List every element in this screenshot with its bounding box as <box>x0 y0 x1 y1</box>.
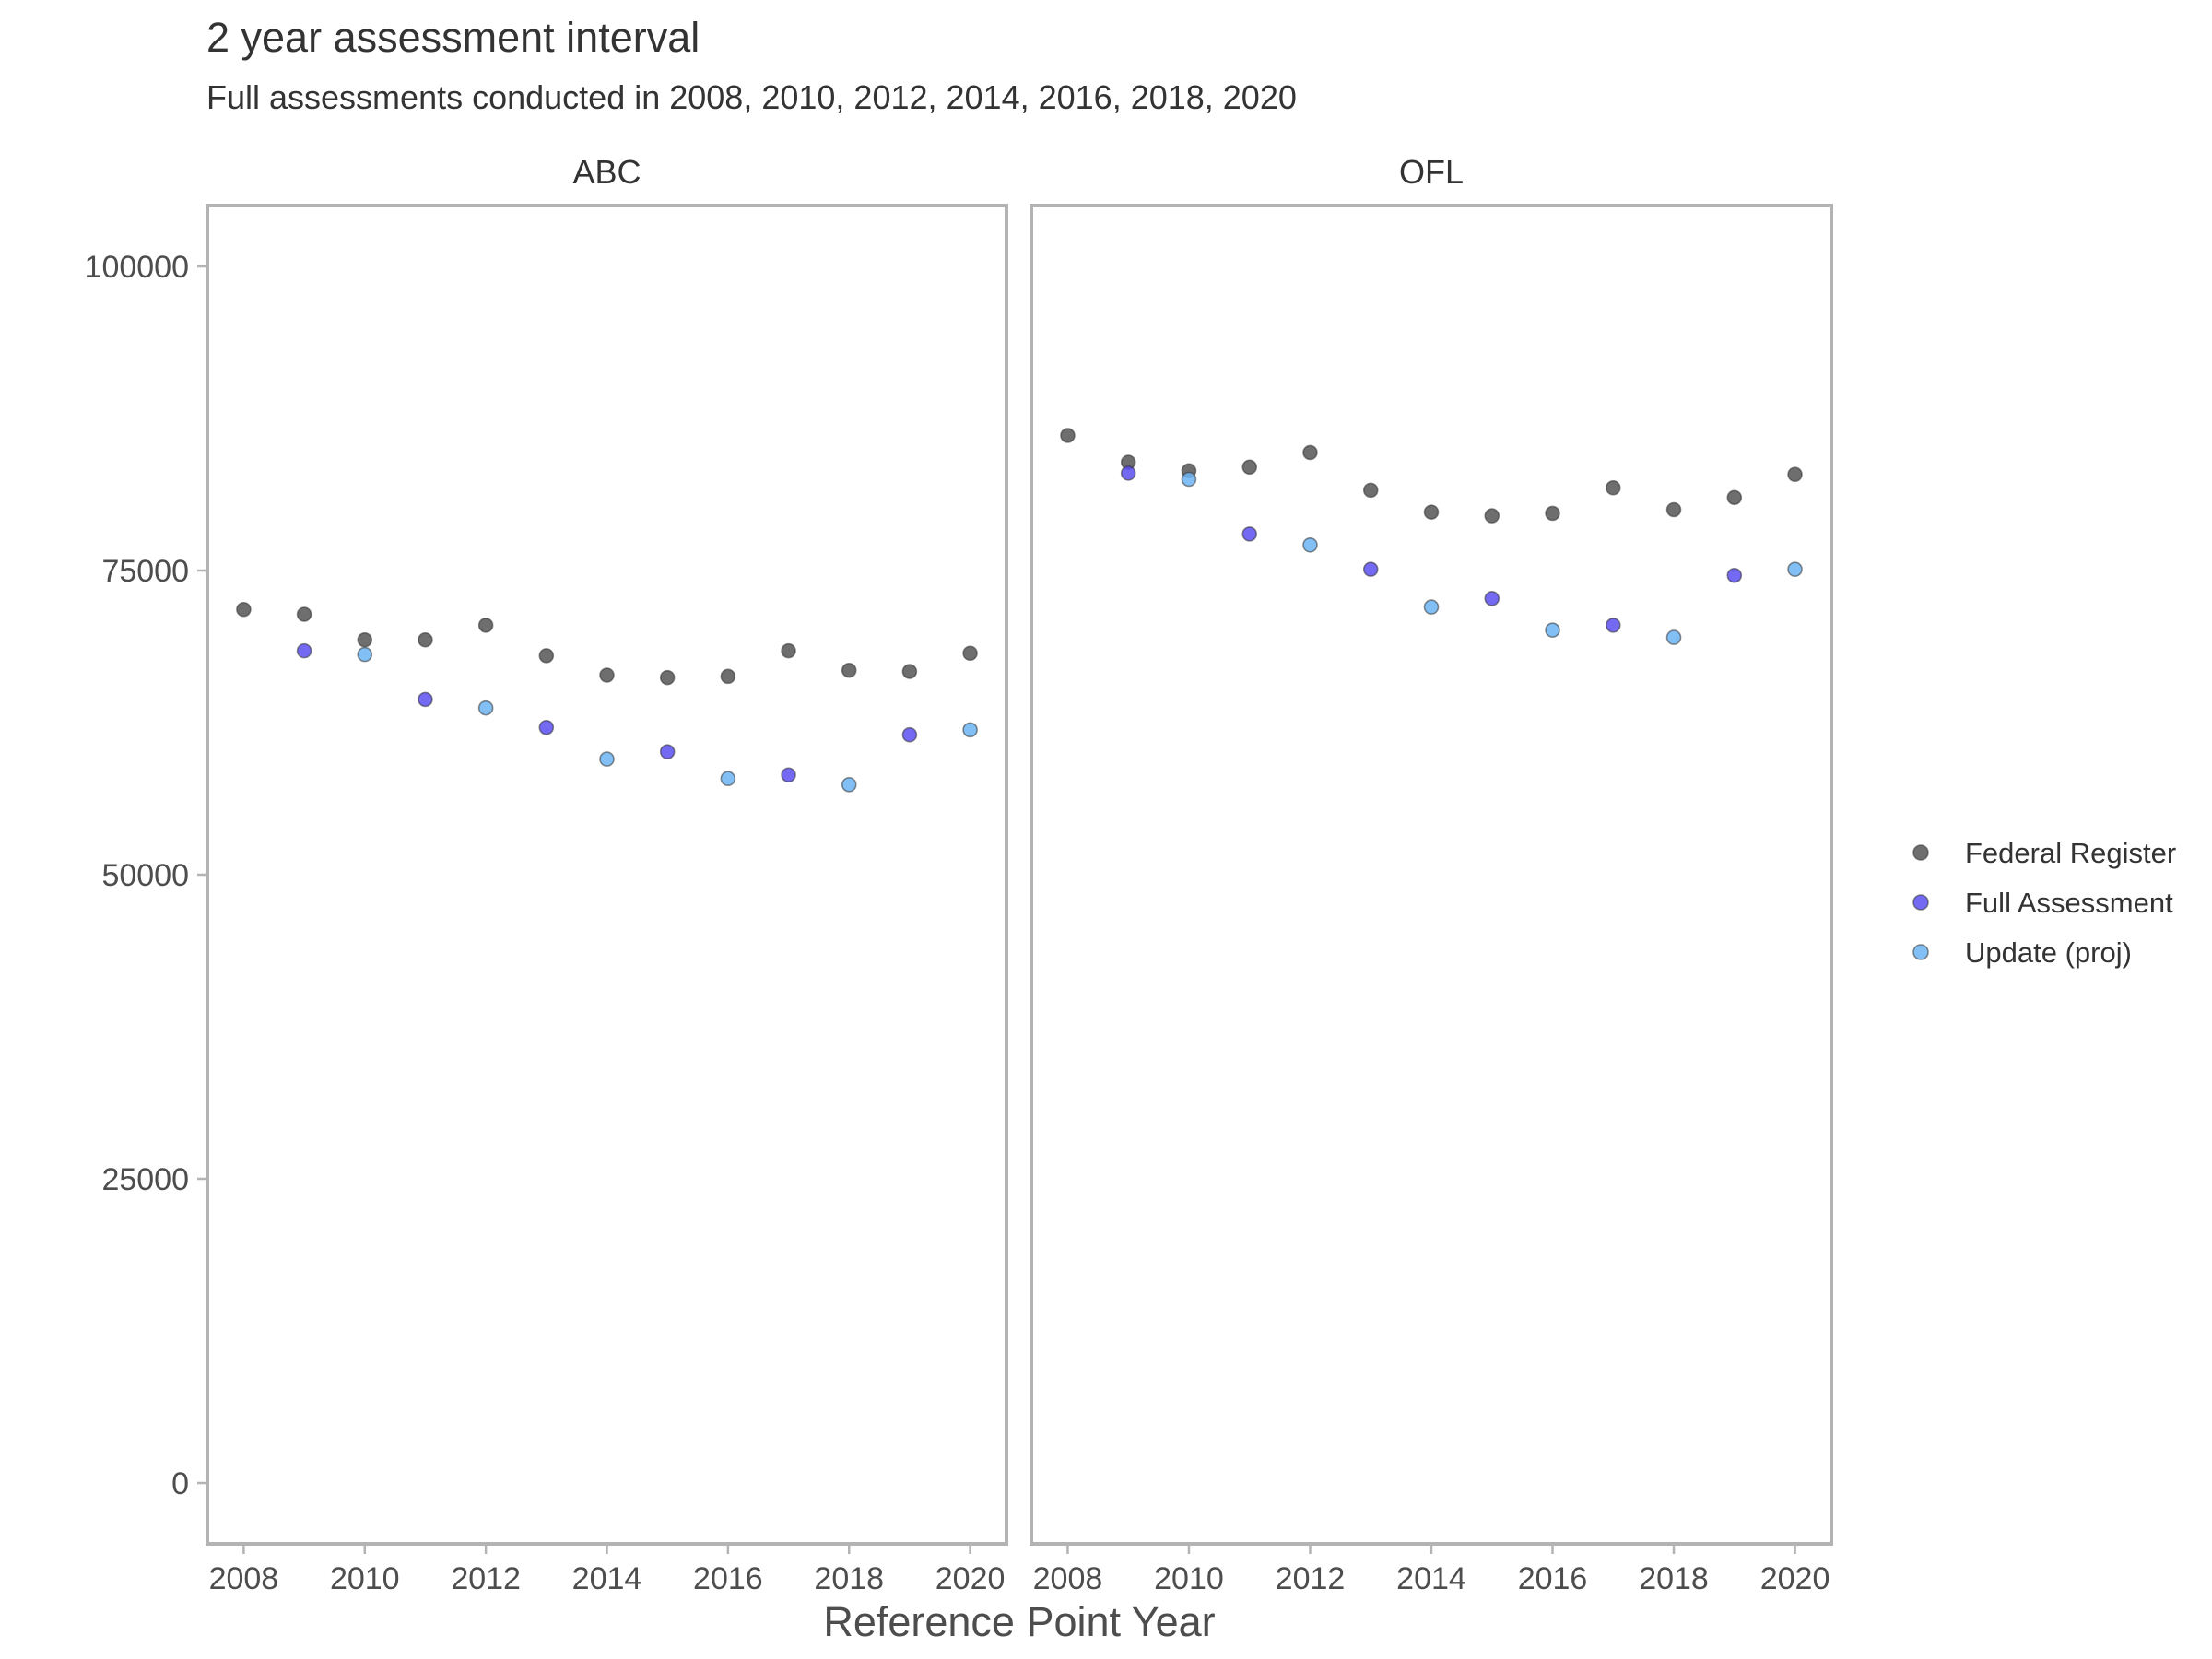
x-tick-label: 2012 <box>451 1561 521 1596</box>
data-point <box>901 726 918 743</box>
panel-border <box>206 204 1008 1546</box>
x-axis-label: Reference Point Year <box>823 1598 1215 1645</box>
data-point <box>418 691 433 708</box>
x-tick-label: 2008 <box>209 1561 279 1596</box>
legend-marker <box>1912 844 1929 861</box>
data-point <box>1665 629 1682 645</box>
panel-abc: ABC 2008 2010 2012 2014 2016 2018 2020 <box>206 153 1008 1596</box>
legend: Federal Register Full Assessment Update (p… <box>1912 837 2176 969</box>
panels: ABC 2008 2010 2012 2014 2016 2018 2020 OFL 2008 20… <box>206 153 1833 1596</box>
data-point <box>1787 561 1803 577</box>
data-point <box>1241 459 1258 476</box>
legend-label: Full Assessment <box>1965 887 2173 919</box>
y-axis: 0 25000 50000 75000 100000 <box>85 250 206 1501</box>
data-point <box>538 648 555 664</box>
data-point <box>720 771 736 787</box>
x-tick-label: 2016 <box>693 1561 763 1596</box>
data-point <box>1181 471 1197 488</box>
data-point <box>296 606 312 622</box>
data-point <box>781 767 796 783</box>
y-tick-label: 0 <box>171 1466 189 1501</box>
legend-label: Federal Register <box>1965 837 2176 869</box>
chart-title: 2 year assessment interval <box>206 14 700 61</box>
data-point <box>1726 489 1743 506</box>
data-point <box>357 646 373 663</box>
x-tick-label: 2010 <box>330 1561 400 1596</box>
data-point <box>236 601 252 618</box>
x-tick-label: 2014 <box>1396 1561 1466 1596</box>
x-tick-label: 2018 <box>814 1561 884 1596</box>
x-tick-label: 2016 <box>1518 1561 1588 1596</box>
panel-strip-label: ABC <box>572 153 641 191</box>
data-point <box>538 719 555 735</box>
x-tick-label: 2014 <box>572 1561 642 1596</box>
data-point <box>1423 504 1440 520</box>
data-point <box>357 631 373 648</box>
data-point <box>477 618 494 633</box>
data-point <box>901 664 918 679</box>
data-point <box>1545 505 1560 522</box>
data-point <box>1665 501 1682 518</box>
data-point <box>1241 526 1258 542</box>
y-tick-label: 75000 <box>101 554 189 589</box>
legend-marker <box>1912 894 1929 911</box>
x-tick-label: 2008 <box>1033 1561 1103 1596</box>
data-point <box>1605 618 1621 633</box>
data-point <box>1484 591 1500 606</box>
data-point <box>659 744 676 759</box>
data-point <box>1545 622 1560 638</box>
y-tick-label: 50000 <box>101 858 189 893</box>
panel-ofl: OFL 2008 2010 2012 2014 2016 2018 2020 <box>1030 153 1833 1596</box>
y-tick-label: 100000 <box>85 250 189 285</box>
data-point <box>1787 466 1803 483</box>
chart-subtitle: Full assessments conducted in 2008, 2010… <box>206 78 1297 116</box>
data-point <box>1120 465 1136 481</box>
y-tick-label: 25000 <box>101 1162 189 1197</box>
data-point <box>962 645 978 662</box>
data-point <box>659 669 676 686</box>
data-point <box>477 700 494 716</box>
legend-marker <box>1912 944 1929 960</box>
data-point <box>418 631 433 648</box>
data-point <box>1605 479 1621 496</box>
legend-item: Full Assessment <box>1912 887 2173 919</box>
legend-item: Federal Register <box>1912 837 2176 869</box>
x-tick-label: 2010 <box>1154 1561 1224 1596</box>
data-point <box>599 751 615 767</box>
data-point <box>1060 428 1076 443</box>
data-point <box>1362 482 1379 499</box>
data-point <box>1362 561 1379 577</box>
data-point <box>599 667 615 683</box>
data-point <box>1302 536 1318 553</box>
data-point <box>962 722 978 738</box>
data-point <box>296 642 312 659</box>
x-tick-label: 2020 <box>1760 1561 1830 1596</box>
data-point <box>781 642 796 659</box>
data-point <box>1484 508 1500 524</box>
legend-label: Update (proj) <box>1965 936 2132 969</box>
x-tick-label: 2020 <box>935 1561 1006 1596</box>
x-tick-label: 2018 <box>1639 1561 1709 1596</box>
data-point <box>841 662 857 678</box>
panel-border <box>1030 204 1833 1546</box>
legend-item: Update (proj) <box>1912 936 2132 969</box>
x-tick-label: 2012 <box>1276 1561 1346 1596</box>
data-point <box>841 777 857 793</box>
data-point <box>720 668 736 685</box>
data-point <box>1726 567 1743 583</box>
panel-strip-label: OFL <box>1399 153 1464 191</box>
data-point <box>1302 444 1318 461</box>
data-point <box>1423 599 1440 615</box>
